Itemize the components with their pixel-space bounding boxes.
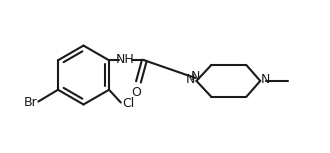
Text: Cl: Cl <box>122 97 134 110</box>
Text: Br: Br <box>24 96 37 109</box>
Text: N: N <box>186 73 195 86</box>
Text: NH: NH <box>115 53 134 66</box>
Text: N: N <box>261 73 271 86</box>
Text: O: O <box>132 86 142 99</box>
Text: N: N <box>191 71 200 84</box>
